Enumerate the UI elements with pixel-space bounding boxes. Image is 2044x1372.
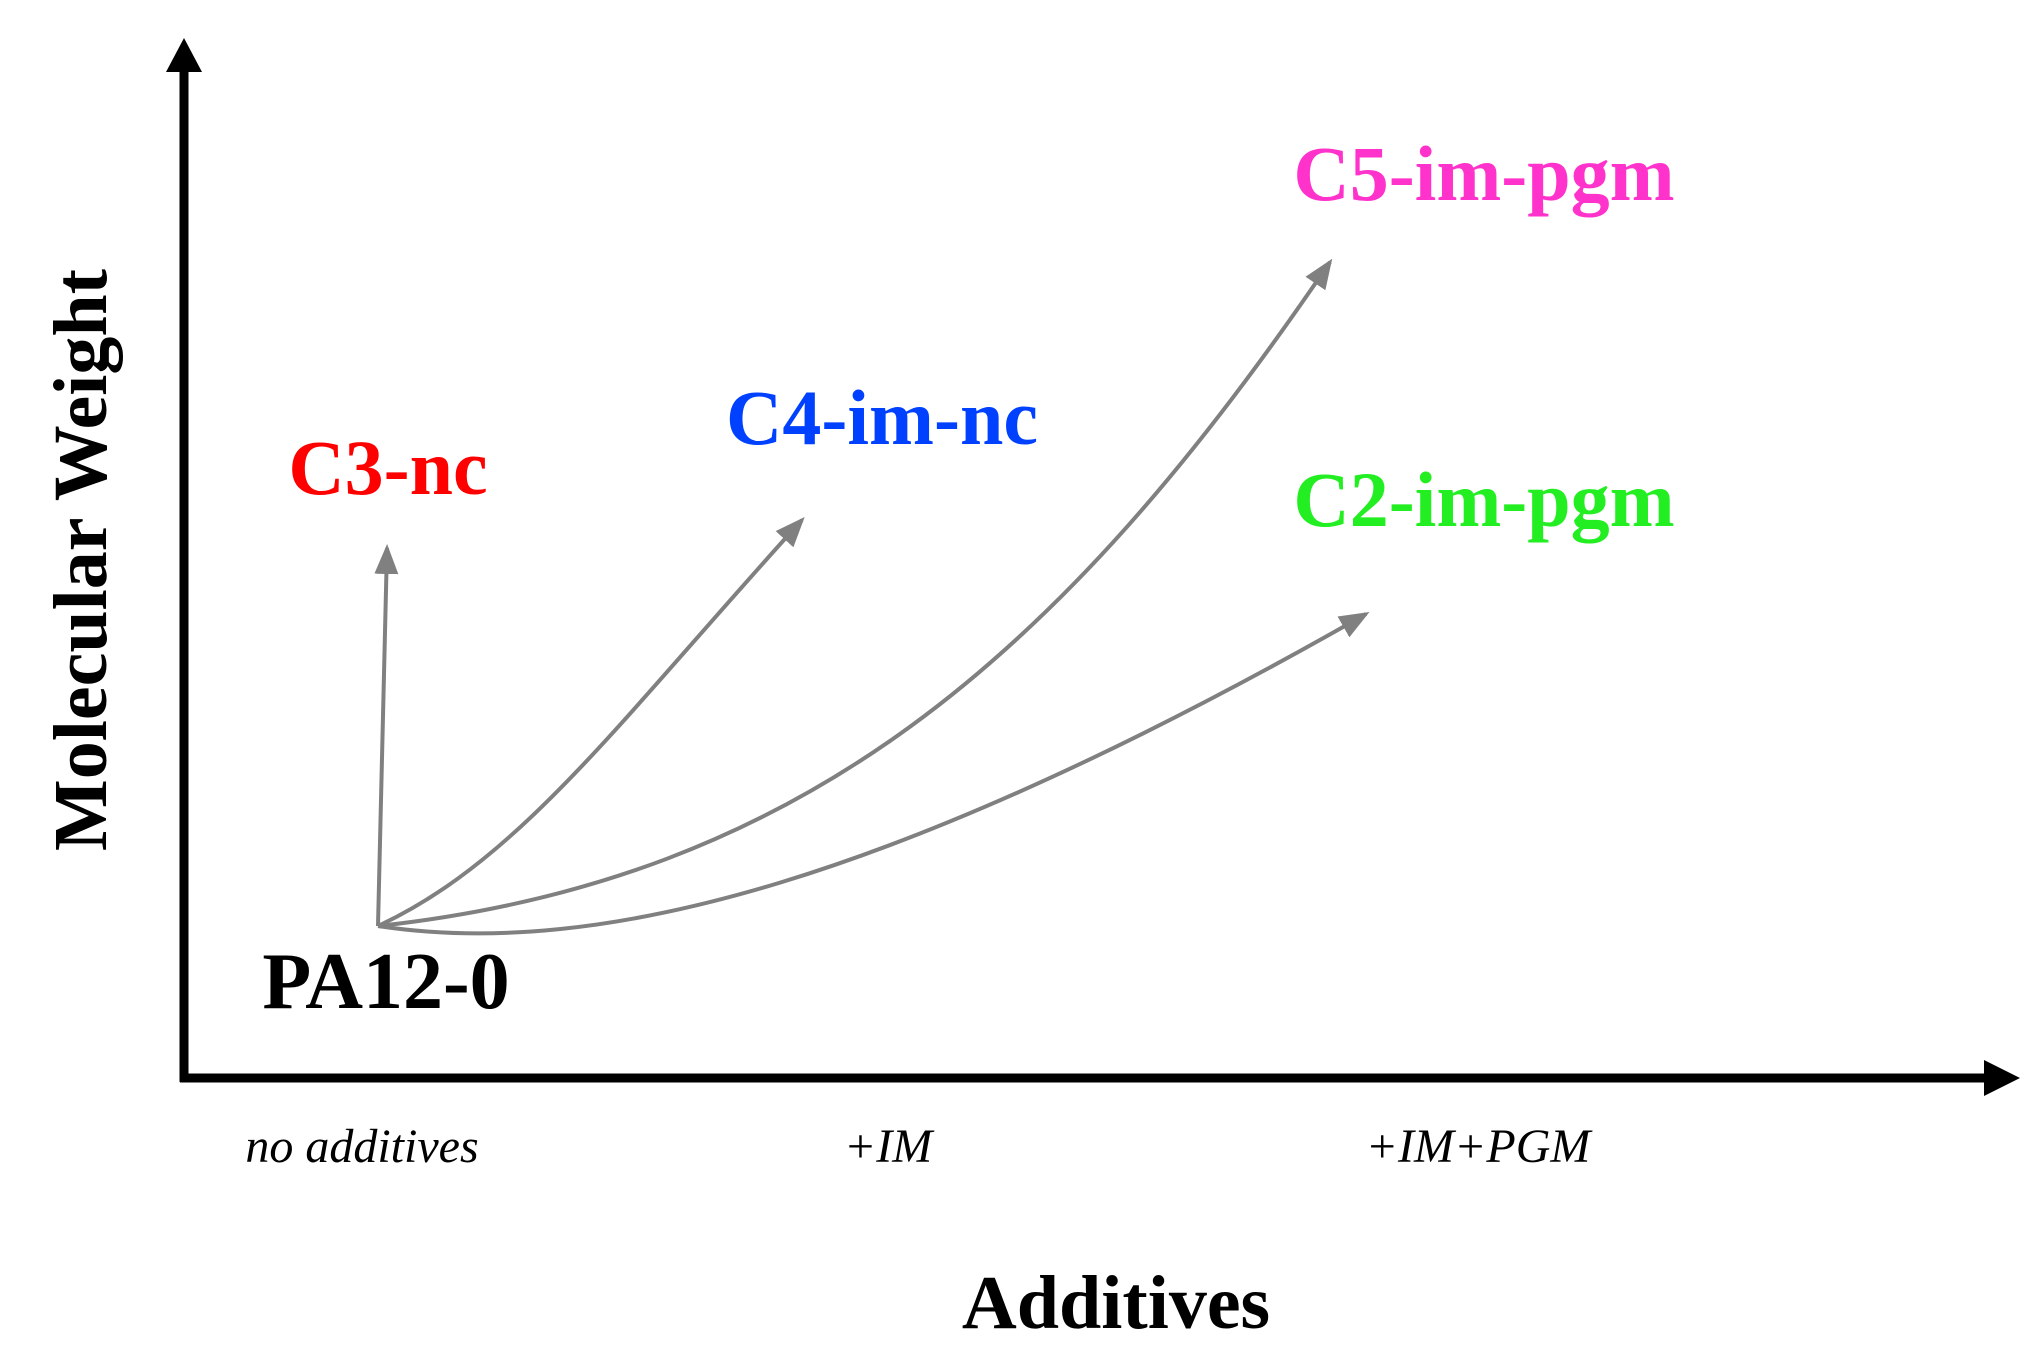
- x-category-im-pgm: +IM+PGM: [1366, 1120, 1594, 1173]
- x-category-no-additives: no additives: [245, 1120, 478, 1173]
- arrow-to-c3-nc: [374, 544, 399, 927]
- y-axis-title: Molecular Weight: [39, 269, 123, 851]
- x-category-im: +IM: [844, 1120, 935, 1173]
- reaction-arrows: [374, 258, 1370, 936]
- y-axis-arrowhead: [166, 38, 202, 72]
- origin-label-pa12-0: PA12-0: [262, 938, 509, 1026]
- product-label-c2-im-pgm: C2-im-pgm: [1293, 456, 1674, 543]
- product-label-c5-im-pgm: C5-im-pgm: [1293, 130, 1674, 217]
- product-label-c3-nc: C3-nc: [288, 424, 487, 511]
- arrow-to-c2-im-pgm: [377, 612, 1370, 936]
- x-axis-title: Additives: [962, 1261, 1270, 1345]
- arrow-to-c4-im-nc: [377, 517, 805, 928]
- x-axis-arrowhead: [1984, 1060, 2020, 1096]
- arrow-to-c5-im-pgm: [377, 258, 1333, 928]
- product-label-c4-im-nc: C4-im-nc: [726, 374, 1038, 461]
- axes: [166, 38, 2020, 1096]
